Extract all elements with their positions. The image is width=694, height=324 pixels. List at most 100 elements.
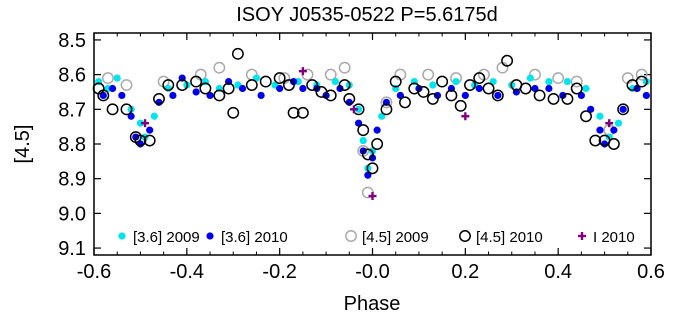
data-point <box>238 84 247 93</box>
data-point <box>120 103 133 116</box>
data-point <box>482 82 495 95</box>
data-point <box>454 99 467 112</box>
data-point <box>561 92 574 105</box>
y-tick-label: 8.6 <box>58 65 86 87</box>
data-point <box>136 119 145 127</box>
data-point <box>101 72 114 85</box>
data-point <box>141 119 150 128</box>
legend-label: [4.5] 2009 <box>362 229 429 246</box>
x-tick-label: -0.4 <box>170 261 204 283</box>
data-point <box>118 91 126 100</box>
data-point <box>213 89 226 102</box>
data-point <box>276 84 284 93</box>
legend-marker <box>118 232 126 240</box>
data-point <box>324 68 337 81</box>
y-tick-label: 9.0 <box>58 203 86 225</box>
data-point <box>596 126 604 134</box>
data-point <box>452 77 460 86</box>
data-point <box>162 79 175 91</box>
data-point <box>445 89 458 102</box>
data-point <box>227 106 240 119</box>
data-point <box>642 91 650 100</box>
data-point <box>464 79 476 91</box>
legend-label: [3.6] 2009 <box>133 229 200 246</box>
data-point <box>399 96 411 109</box>
data-point <box>494 91 502 100</box>
data-point <box>545 84 553 93</box>
data-point <box>296 106 309 119</box>
data-point <box>371 138 384 150</box>
y-tick-label: 8.7 <box>58 99 86 121</box>
data-point <box>176 79 189 91</box>
data-point <box>338 79 351 91</box>
x-tick-label: -0.6 <box>77 261 111 283</box>
x-tick-label: 0.6 <box>637 261 665 283</box>
x-tick-label: -0.2 <box>262 261 296 283</box>
data-point <box>298 67 307 76</box>
data-point <box>153 92 165 105</box>
data-point <box>635 75 648 88</box>
data-point <box>359 136 367 145</box>
data-point <box>155 98 163 106</box>
data-point <box>570 75 583 88</box>
plot-frame <box>93 32 652 256</box>
y-tick-label: 8.5 <box>58 30 86 52</box>
data-point <box>299 84 307 93</box>
data-point <box>361 148 374 161</box>
data-point <box>519 82 532 95</box>
x-tick-label: 0.4 <box>544 261 572 283</box>
data-point <box>192 88 200 96</box>
legend-marker <box>578 232 586 240</box>
data-point <box>617 103 630 116</box>
data-point <box>473 72 486 85</box>
data-point <box>143 134 156 147</box>
data-point <box>635 68 648 81</box>
data-point <box>607 138 620 150</box>
data-point <box>570 82 583 95</box>
data-point <box>199 82 212 95</box>
data-point <box>580 110 592 123</box>
data-point <box>259 75 272 88</box>
data-point <box>106 103 119 116</box>
data-point <box>357 124 370 137</box>
data-point <box>582 84 590 93</box>
legend-marker <box>345 230 357 242</box>
x-tick-label: 0.2 <box>451 261 479 283</box>
data-point <box>134 134 147 147</box>
data-point <box>164 84 172 93</box>
data-point <box>306 79 319 91</box>
data-point <box>213 61 226 74</box>
data-point <box>389 75 402 88</box>
data-point <box>366 162 379 175</box>
data-point <box>547 92 560 105</box>
data-point <box>245 79 258 91</box>
data-point <box>614 119 623 127</box>
data-point <box>97 89 110 102</box>
legend: [3.6] 2009 [3.6] 2010 [4.5] 2009 [4.5] 2010… <box>118 229 635 246</box>
data-point <box>354 105 363 113</box>
data-point <box>475 84 483 93</box>
legend-marker <box>459 230 471 242</box>
data-point <box>190 75 203 88</box>
data-point <box>113 74 121 82</box>
data-point <box>417 86 430 98</box>
data-point <box>552 72 565 85</box>
data-point <box>610 126 618 134</box>
data-point <box>146 126 154 134</box>
data-point <box>600 140 609 148</box>
data-point <box>150 112 158 120</box>
data-point <box>345 98 353 106</box>
data-point <box>373 126 381 134</box>
data-point <box>331 77 339 86</box>
y-tick-label: 9.1 <box>58 238 86 260</box>
x-axis-label: Phase <box>344 293 401 315</box>
data-point <box>563 77 572 86</box>
legend-label: [4.5] 2010 <box>476 229 543 246</box>
data-points <box>92 47 650 201</box>
data-point <box>380 103 393 116</box>
data-point <box>501 54 514 67</box>
data-point <box>231 47 244 60</box>
data-point <box>526 74 534 82</box>
y-axis-label: [4.5] <box>12 125 34 164</box>
